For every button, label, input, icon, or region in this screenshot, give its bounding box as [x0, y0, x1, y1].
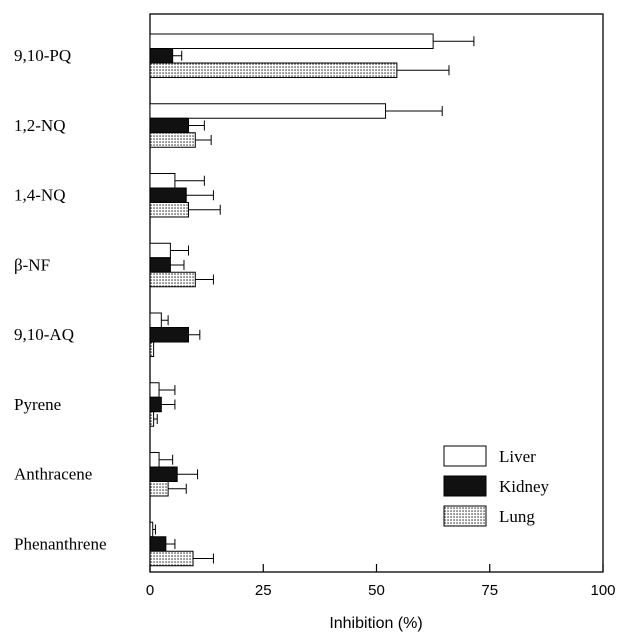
category-label: 1,4-NQ: [14, 186, 65, 205]
legend-label-kidney: Kidney: [499, 477, 550, 496]
bar-lung: [149, 132, 196, 148]
bar-lung: [149, 271, 196, 288]
bar-kidney: [149, 396, 162, 413]
bar-liver: [149, 382, 160, 398]
bar-kidney: [149, 466, 178, 482]
bar-kidney: [149, 536, 167, 552]
category-label: 9,10-PQ: [14, 46, 71, 65]
bar-kidney: [149, 48, 174, 64]
category-label: 1,2-NQ: [14, 116, 65, 135]
bar-liver: [149, 103, 387, 119]
legend-label-liver: Liver: [499, 447, 536, 466]
bar-kidney: [149, 257, 171, 273]
bar-liver: [149, 521, 154, 538]
category-label: β-NF: [14, 255, 50, 274]
legend-swatch-kidney: [443, 475, 487, 497]
legend-label-lung: Lung: [499, 507, 535, 526]
category-label: Pyrene: [14, 395, 61, 414]
bars-layer: [149, 33, 434, 567]
bar-lung: [149, 202, 190, 218]
bar-kidney: [149, 117, 190, 134]
x-tick-label: 100: [590, 582, 615, 599]
category-label: Anthracene: [14, 465, 92, 484]
bar-lung: [149, 341, 155, 357]
error-bars-layer: [152, 36, 475, 564]
bar-liver: [149, 242, 171, 259]
bar-lung: [149, 481, 169, 497]
bar-liver: [149, 452, 160, 468]
x-tick-label: 0: [146, 582, 154, 599]
bar-liver: [149, 312, 162, 328]
legend-swatch-liver: [443, 445, 487, 467]
bar-lung: [149, 550, 194, 567]
bar-kidney: [149, 187, 187, 203]
x-axis-title: Inhibition (%): [329, 615, 422, 632]
bar-liver: [149, 173, 176, 189]
x-tick-label: 50: [368, 582, 385, 599]
x-axis-ticks: 0 25 50 75 100: [146, 564, 616, 599]
category-label: Phenanthrene: [14, 534, 107, 553]
bar-liver: [149, 33, 434, 49]
x-tick-label: 75: [481, 582, 498, 599]
bar-lung: [149, 62, 398, 78]
category-label: 9,10-AQ: [14, 325, 74, 344]
legend-swatch-lung: [443, 505, 487, 527]
bar-kidney: [149, 327, 190, 343]
x-tick-label: 25: [255, 582, 272, 599]
bar-lung: [149, 411, 155, 427]
category-labels: 9,10-PQ 1,2-NQ 1,4-NQ β-NF 9,10-AQ Pyrene Anth…: [14, 46, 107, 553]
legend: Liver Kidney Lung: [443, 445, 550, 527]
